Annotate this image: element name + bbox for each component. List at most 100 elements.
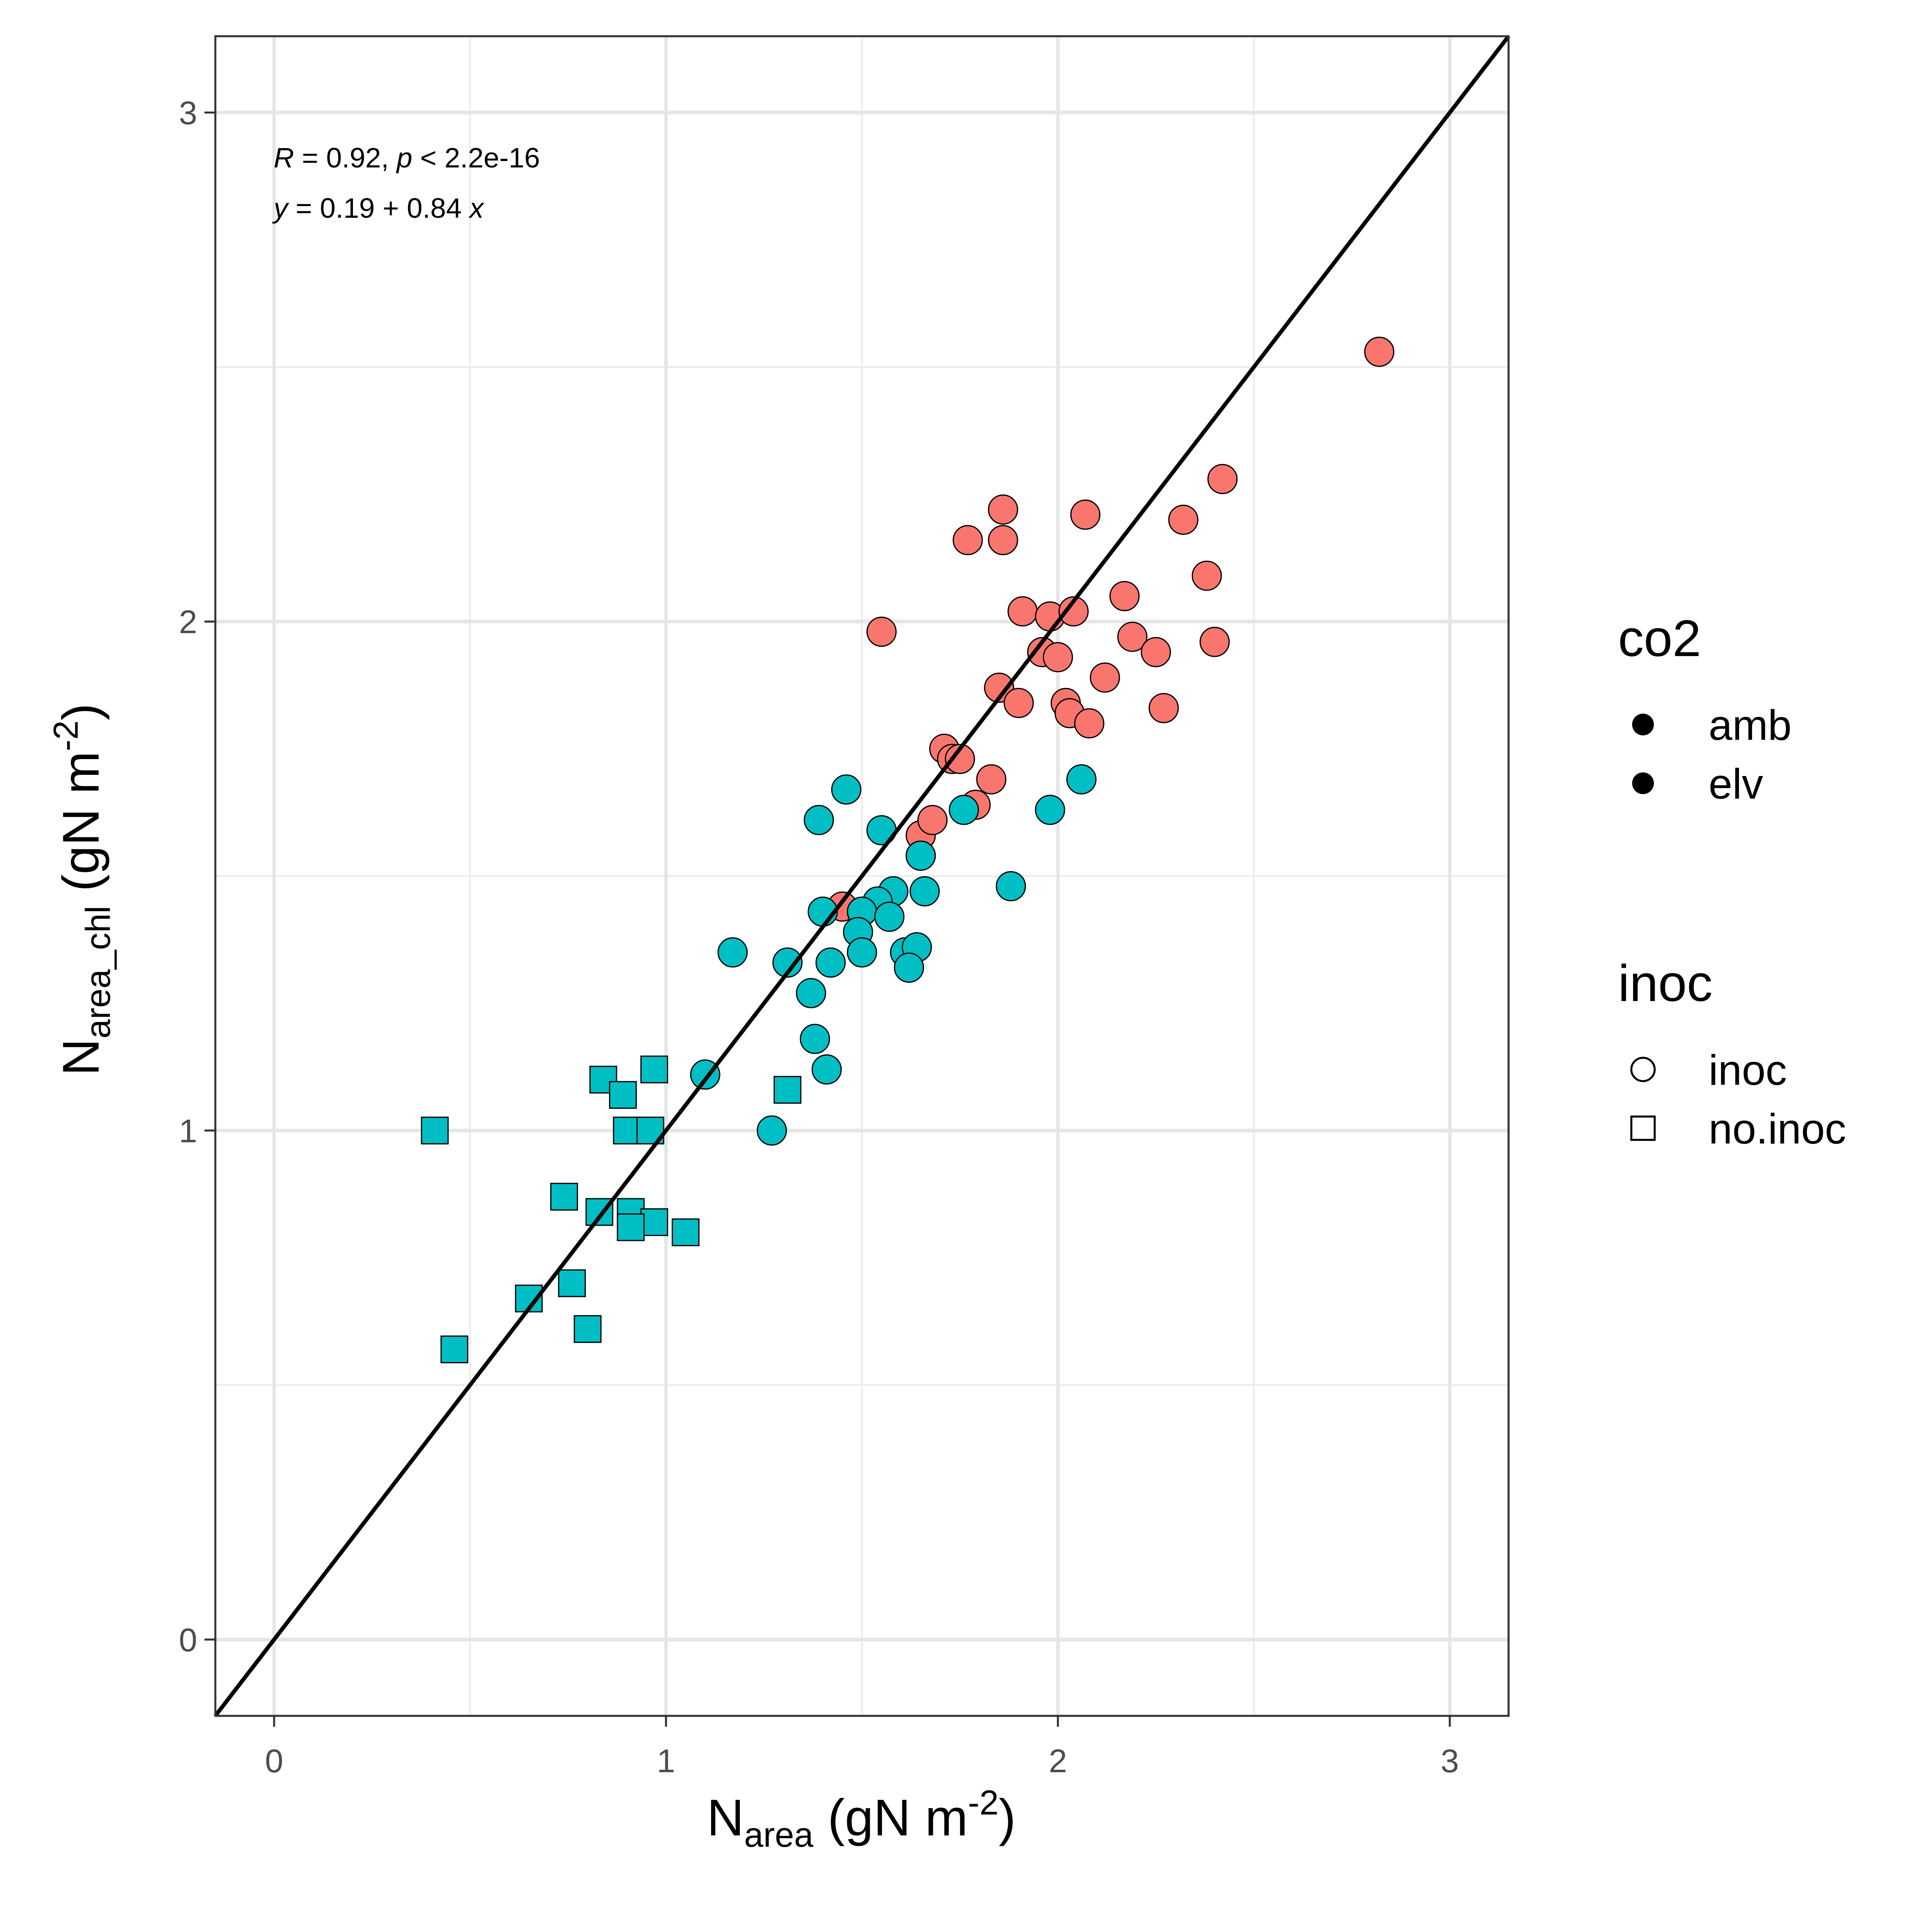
data-point-circle bbox=[811, 1054, 842, 1085]
data-point-square bbox=[640, 1208, 668, 1236]
legend-key-amb bbox=[1632, 714, 1654, 735]
grid-major bbox=[215, 36, 1509, 1716]
data-point-circle bbox=[1003, 688, 1034, 718]
x-title-superscript: -2 bbox=[968, 1783, 999, 1822]
data-point-circle bbox=[847, 937, 877, 968]
legend-title-inoc: inoc bbox=[1618, 955, 1713, 1012]
legend-label-inoc: inoc bbox=[1709, 1046, 1787, 1094]
data-point-circle bbox=[945, 744, 975, 774]
eq-text: = 0.19 + 0.84 bbox=[288, 192, 469, 224]
y-title-main: N bbox=[52, 1038, 110, 1075]
legend-label-amb: amb bbox=[1709, 702, 1792, 749]
data-point-circle bbox=[988, 494, 1018, 525]
y-title-close: ) bbox=[52, 703, 110, 720]
data-point-square bbox=[440, 1335, 469, 1364]
y-axis-title: Narea_chl (gN m-2) bbox=[47, 703, 118, 1075]
y-title-unit: (gN m bbox=[52, 751, 110, 906]
x-title-unit: (gN m bbox=[813, 1789, 968, 1847]
data-point-circle bbox=[803, 805, 834, 835]
data-point-circle bbox=[952, 525, 983, 555]
data-point-square bbox=[640, 1055, 668, 1084]
data-point-circle bbox=[976, 764, 1007, 795]
data-point-circle bbox=[874, 902, 905, 932]
data-point-circle bbox=[1058, 596, 1089, 627]
data-point-circle bbox=[866, 617, 897, 647]
legend-key-elv bbox=[1632, 772, 1654, 794]
x-tick-label: 0 bbox=[265, 1743, 283, 1779]
legend-label-no-inoc: no.inoc bbox=[1709, 1105, 1846, 1153]
data-point-square bbox=[617, 1213, 645, 1241]
y-tick-label: 2 bbox=[179, 604, 197, 640]
data-point-circle bbox=[815, 947, 846, 978]
equation-annotation: y = 0.19 + 0.84 x bbox=[272, 192, 485, 224]
data-point-circle bbox=[772, 947, 803, 978]
data-point-circle bbox=[757, 1115, 787, 1146]
data-point-square bbox=[550, 1183, 578, 1211]
legend-label-elv: elv bbox=[1709, 760, 1763, 808]
p-symbol: p bbox=[396, 142, 412, 173]
y-title-subscript: area_chl bbox=[79, 906, 118, 1038]
stats-annotation: R = 0.92, p < 2.2e-16 bbox=[274, 142, 540, 173]
data-point-square bbox=[613, 1117, 641, 1145]
data-point-circle bbox=[1066, 764, 1097, 795]
data-point-circle bbox=[909, 876, 940, 906]
data-point-square bbox=[609, 1081, 637, 1109]
data-point-circle bbox=[800, 1024, 830, 1054]
eq-y-symbol: y bbox=[272, 192, 289, 224]
data-point-circle bbox=[894, 952, 924, 983]
x-axis-title: Narea (gN m-2) bbox=[707, 1783, 1016, 1854]
p-value: < 2.2e-16 bbox=[412, 142, 540, 173]
data-point-circle bbox=[1364, 336, 1395, 367]
data-point-circle bbox=[949, 795, 979, 825]
legend: co2 amb elv inoc inoc no.inoc bbox=[1618, 610, 1846, 1153]
data-point-circle bbox=[1199, 627, 1230, 657]
data-point-circle bbox=[1207, 464, 1238, 494]
data-point-circle bbox=[995, 871, 1026, 902]
data-point-circle bbox=[831, 774, 862, 805]
data-point-circle bbox=[1070, 500, 1100, 530]
data-point-circle bbox=[1191, 560, 1222, 591]
data-point-square bbox=[671, 1218, 700, 1247]
y-tick-label: 0 bbox=[179, 1622, 197, 1658]
eq-x-symbol: x bbox=[468, 192, 485, 224]
legend-key-inoc bbox=[1630, 1057, 1656, 1082]
data-point-circle bbox=[1109, 581, 1140, 611]
x-title-main: N bbox=[707, 1789, 744, 1847]
panel-border bbox=[214, 35, 1510, 1717]
data-point-circle bbox=[1042, 642, 1073, 673]
y-title-superscript: -2 bbox=[47, 720, 85, 751]
reference-line bbox=[214, 35, 1510, 1717]
data-point-circle bbox=[717, 937, 748, 968]
data-point-circle bbox=[1074, 708, 1104, 739]
r-value: = 0.92, bbox=[294, 142, 397, 173]
data-point-circle bbox=[796, 978, 826, 1008]
r-symbol: R bbox=[274, 142, 294, 173]
data-point-circle bbox=[988, 525, 1018, 555]
x-title-close: ) bbox=[999, 1789, 1016, 1847]
axis-ticks: 0 1 2 3 0 1 2 3 bbox=[179, 95, 1459, 1779]
legend-title-co2: co2 bbox=[1618, 610, 1701, 667]
data-points bbox=[421, 336, 1395, 1364]
data-point-circle bbox=[1090, 662, 1120, 693]
data-point-square bbox=[574, 1315, 602, 1343]
data-point-square bbox=[421, 1117, 449, 1145]
x-title-subscript: area bbox=[744, 1816, 813, 1854]
data-point-circle bbox=[1168, 504, 1199, 535]
data-point-square bbox=[558, 1269, 586, 1297]
x-tick-label: 2 bbox=[1049, 1743, 1067, 1779]
data-point-circle bbox=[1035, 795, 1065, 825]
data-point-circle bbox=[1007, 596, 1038, 627]
data-point-circle bbox=[1148, 693, 1179, 723]
data-point-square bbox=[774, 1076, 802, 1104]
y-tick-label: 1 bbox=[179, 1113, 197, 1150]
y-tick-label: 3 bbox=[179, 95, 197, 132]
data-point-circle bbox=[1117, 621, 1148, 652]
x-tick-label: 1 bbox=[657, 1743, 675, 1779]
data-point-circle bbox=[917, 805, 948, 835]
reference-line-group bbox=[214, 35, 1510, 1717]
x-tick-label: 3 bbox=[1441, 1743, 1459, 1779]
data-point-circle bbox=[1141, 637, 1171, 667]
legend-key-no-inoc bbox=[1630, 1115, 1656, 1141]
